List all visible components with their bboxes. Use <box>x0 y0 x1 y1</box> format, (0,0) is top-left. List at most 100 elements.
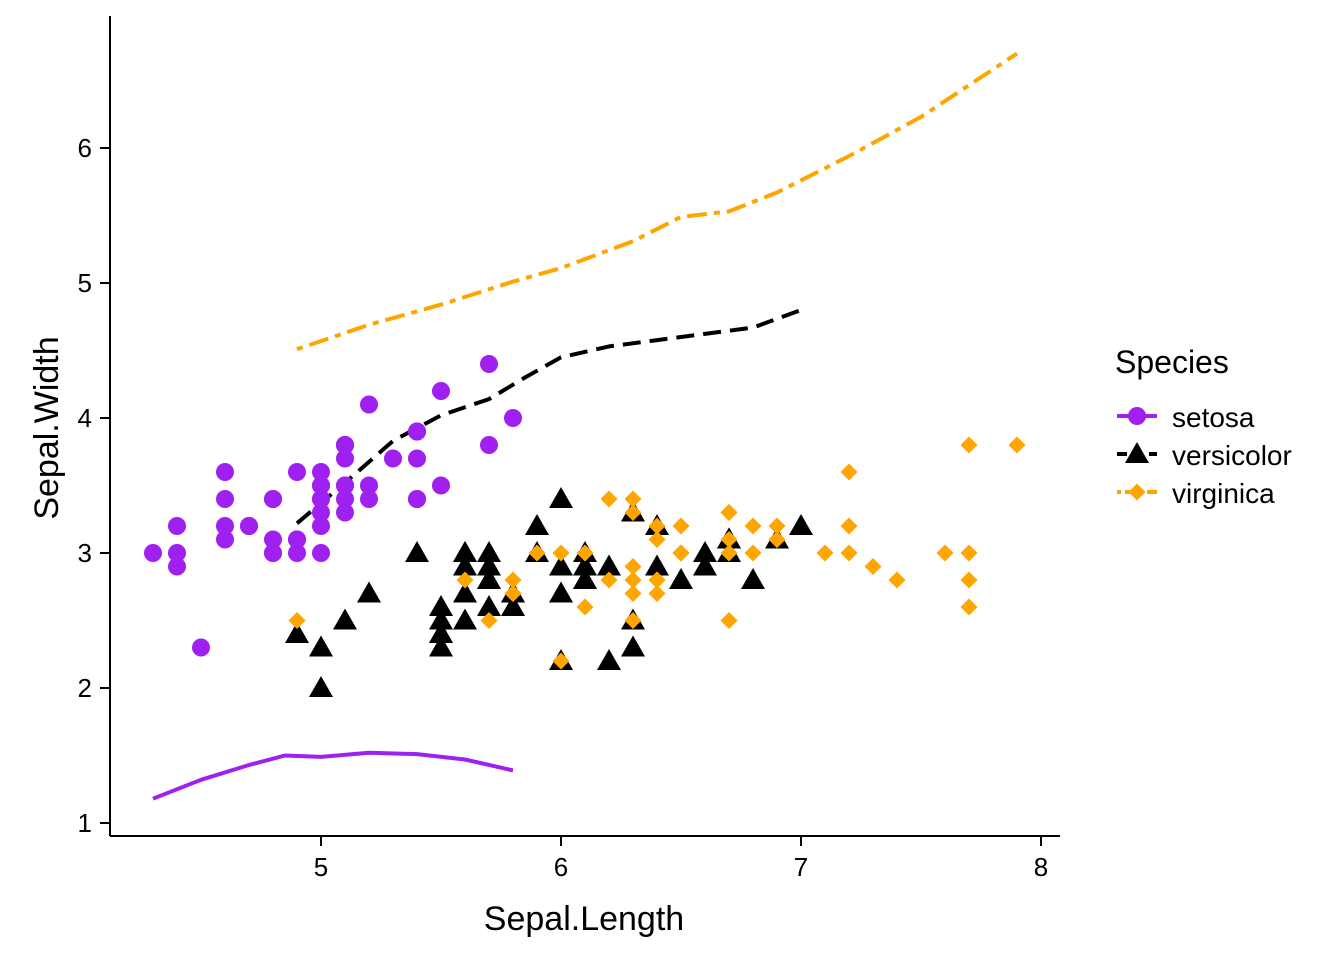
data-point-versicolor <box>405 541 429 562</box>
data-point-versicolor <box>693 541 717 562</box>
data-point-versicolor <box>333 608 357 630</box>
y-tick-label: 6 <box>78 133 92 163</box>
data-point-versicolor <box>741 568 765 589</box>
data-point-virginica <box>840 517 858 535</box>
data-point-versicolor <box>357 581 381 603</box>
data-point-setosa <box>336 503 354 522</box>
data-point-versicolor <box>429 622 453 643</box>
data-point-versicolor <box>429 595 453 616</box>
data-point-setosa <box>312 490 330 508</box>
data-point-setosa <box>168 544 186 562</box>
data-point-setosa <box>312 517 330 535</box>
data-point-virginica <box>624 558 642 575</box>
x-tick-label: 7 <box>794 852 808 882</box>
x-tick-label: 5 <box>314 852 328 882</box>
y-tick-label: 2 <box>78 673 92 703</box>
data-point-setosa <box>480 355 498 373</box>
data-point-virginica <box>576 598 594 616</box>
data-point-versicolor <box>525 514 549 535</box>
legend: Species setosa versicolor virginica <box>1115 344 1292 509</box>
x-tick-label: 8 <box>1034 852 1048 882</box>
data-point-virginica <box>600 571 618 589</box>
data-point-versicolor <box>789 514 813 535</box>
data-point-setosa <box>240 517 258 535</box>
data-point-setosa <box>312 503 330 522</box>
data-point-setosa <box>312 463 330 481</box>
data-point-setosa <box>336 476 354 495</box>
series-line-setosa <box>152 750 514 801</box>
data-point-virginica <box>480 612 498 629</box>
data-point-versicolor <box>309 676 333 697</box>
data-point-versicolor <box>597 554 621 576</box>
data-point-virginica <box>744 544 762 562</box>
y-tick-label: 5 <box>78 268 92 298</box>
data-point-virginica <box>504 571 522 589</box>
series-line-versicolor <box>295 308 802 525</box>
x-axis-title: Sepal.Length <box>484 900 684 938</box>
data-point-virginica <box>936 544 954 562</box>
data-point-setosa <box>408 490 426 508</box>
data-point-setosa <box>288 544 306 562</box>
data-point-versicolor <box>453 541 477 562</box>
data-point-versicolor <box>477 595 501 616</box>
data-point-virginica <box>576 544 594 562</box>
data-point-setosa <box>216 530 234 549</box>
data-point-versicolor <box>549 554 573 576</box>
data-point-virginica <box>744 517 762 535</box>
data-point-setosa <box>312 544 330 562</box>
y-axis-title: Sepal.Width <box>28 336 66 519</box>
data-point-virginica <box>648 585 666 602</box>
data-point-setosa <box>408 449 426 468</box>
data-point-virginica <box>648 571 666 589</box>
data-point-setosa <box>360 476 378 495</box>
data-point-setosa <box>336 490 354 508</box>
x-tick-label: 6 <box>554 852 568 882</box>
data-point-versicolor <box>453 608 477 630</box>
data-point-versicolor <box>669 568 693 589</box>
data-point-setosa <box>216 463 234 481</box>
data-point-virginica <box>888 571 906 589</box>
data-point-setosa <box>288 463 306 481</box>
data-point-setosa <box>264 490 282 508</box>
data-point-virginica <box>840 544 858 562</box>
axes <box>109 16 1060 837</box>
y-tick-label: 4 <box>78 403 92 433</box>
legend-key-marker-setosa <box>1128 407 1146 425</box>
legend-title: Species <box>1115 344 1229 380</box>
series-line-virginica <box>296 51 1019 352</box>
data-point-versicolor <box>309 635 333 657</box>
data-point-versicolor <box>429 635 453 657</box>
data-point-virginica <box>504 585 522 602</box>
data-point-versicolor <box>573 568 597 589</box>
data-point-virginica <box>624 612 642 629</box>
data-point-setosa <box>216 517 234 535</box>
data-point-virginica <box>600 490 618 508</box>
data-point-versicolor <box>573 554 597 576</box>
data-point-virginica <box>720 612 738 629</box>
data-point-setosa <box>504 409 522 427</box>
data-point-virginica <box>624 585 642 602</box>
data-point-setosa <box>336 436 354 454</box>
data-point-virginica <box>864 558 882 575</box>
data-point-virginica <box>456 571 474 589</box>
y-tick-label: 1 <box>78 808 92 838</box>
data-point-virginica <box>720 544 738 562</box>
data-point-virginica <box>624 504 642 521</box>
data-point-virginica <box>528 544 546 562</box>
data-point-versicolor <box>477 541 501 562</box>
legend-keys <box>1117 407 1157 501</box>
data-point-setosa <box>264 544 282 562</box>
data-point-virginica <box>720 531 738 548</box>
data-point-setosa <box>192 638 210 657</box>
data-point-virginica <box>672 544 690 562</box>
data-point-setosa <box>432 476 450 495</box>
data-point-versicolor <box>453 554 477 576</box>
data-point-virginica <box>288 612 306 629</box>
data-point-setosa <box>264 530 282 549</box>
data-point-versicolor <box>477 568 501 589</box>
data-point-versicolor <box>597 649 621 670</box>
data-point-setosa <box>336 449 354 468</box>
data-point-virginica <box>1008 436 1026 454</box>
data-point-versicolor <box>429 608 453 630</box>
